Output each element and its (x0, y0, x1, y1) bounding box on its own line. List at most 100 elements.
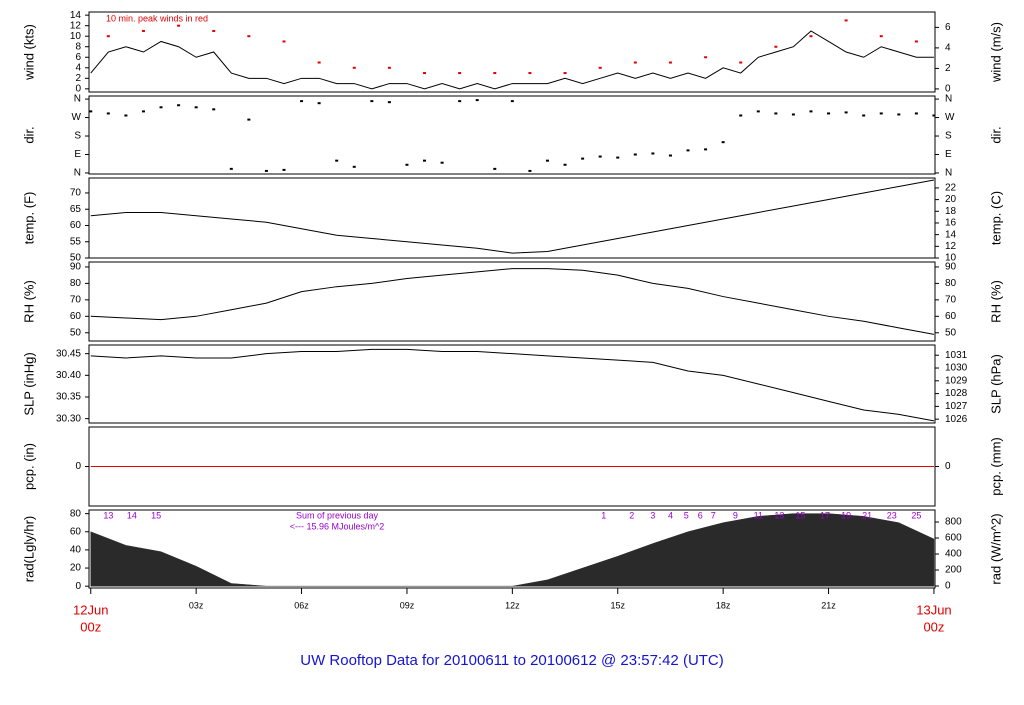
hour-mark: 25 (911, 510, 921, 520)
panel-frame (88, 95, 936, 175)
y2-tick-label: 1028 (945, 388, 968, 399)
y-tick-label: 0 (75, 461, 81, 472)
y2-tick-label: 200 (945, 565, 962, 576)
x-tick-label: 00z (80, 619, 101, 634)
y2-tick-label: 600 (945, 533, 962, 544)
y-axis-label: SLP (inHg) (21, 352, 36, 415)
data-point (704, 148, 708, 151)
data-point (668, 154, 672, 157)
data-point (827, 112, 831, 115)
data-point (194, 106, 198, 109)
panel-frame (88, 11, 936, 93)
data-point (651, 152, 655, 155)
y2-tick-label: 80 (945, 278, 957, 289)
x-tick-label: 21z (821, 600, 836, 610)
data-point (686, 149, 690, 152)
x-tick-label: 09z (400, 600, 415, 610)
y-tick-label: S (74, 131, 81, 142)
y2-tick-label: 90 (945, 262, 957, 273)
data-point (177, 104, 181, 107)
y2-tick-label: 60 (945, 311, 957, 322)
data-point (598, 66, 602, 69)
panel-frame (88, 344, 936, 424)
hour-mark: 9 (733, 510, 738, 520)
y-axis-label: dir. (21, 126, 36, 143)
y-tick-label: 80 (70, 278, 82, 289)
y-tick-label: 50 (70, 253, 82, 264)
data-point (370, 100, 374, 103)
y2-tick-label: S (945, 131, 952, 142)
data-point (774, 112, 778, 115)
y2-tick-label: W (945, 112, 955, 123)
data-point (212, 108, 216, 111)
data-point (352, 66, 356, 69)
data-point (493, 72, 497, 75)
y-axis-label: rad(Lgly/hr) (21, 516, 36, 582)
y-tick-label: 10 (70, 31, 82, 42)
y2-tick-label: N (945, 94, 952, 105)
y2-tick-label: 20 (945, 194, 957, 205)
data-point (282, 40, 286, 43)
data-point (809, 110, 813, 113)
x-tick-label: 03z (189, 600, 204, 610)
y-tick-label: 30.40 (56, 370, 81, 381)
y-tick-label: E (74, 149, 81, 160)
data-point (405, 163, 409, 166)
data-line (90, 348, 935, 422)
y2-axis-label: rad (W/m^2) (988, 513, 1003, 584)
y2-tick-label: 0 (945, 581, 951, 592)
data-point (633, 153, 637, 156)
y-tick-label: 80 (70, 508, 82, 519)
data-point (264, 169, 268, 172)
y2-axis-label: temp. (C) (988, 191, 1003, 245)
y-tick-label: 70 (70, 294, 82, 305)
y2-tick-label: 14 (945, 229, 957, 240)
y2-tick-label: 16 (945, 218, 957, 229)
panel-frame (88, 177, 936, 259)
panel-frame (88, 261, 936, 342)
data-point (317, 102, 321, 105)
y-tick-label: N (74, 168, 81, 179)
y2-tick-label: 400 (945, 549, 962, 560)
y-tick-label: 60 (70, 526, 82, 537)
data-point (475, 99, 479, 102)
y2-tick-label: 1026 (945, 414, 968, 425)
y2-tick-label: 6 (945, 22, 951, 33)
hour-mark: 13 (103, 510, 113, 520)
data-point (212, 29, 216, 32)
data-point (387, 101, 391, 104)
data-point (440, 161, 444, 164)
y2-tick-label: 0 (945, 84, 951, 95)
hour-mark: 21 (862, 510, 872, 520)
data-point (774, 45, 778, 48)
hour-mark: 13 (774, 510, 784, 520)
y-tick-label: 90 (70, 262, 82, 273)
data-point (897, 113, 901, 116)
data-line (90, 30, 934, 90)
y2-tick-label: E (945, 149, 952, 160)
data-point (914, 112, 918, 115)
data-point (791, 113, 795, 116)
data-point (598, 155, 602, 158)
data-point (668, 61, 672, 64)
x-tick-label: 00z (923, 619, 944, 634)
date-label: 13Jun (916, 602, 951, 617)
y2-tick-label: 0 (945, 461, 951, 472)
hour-mark: 15 (151, 510, 161, 520)
data-point (739, 114, 743, 117)
y-tick-label: 0 (75, 83, 81, 94)
data-point (862, 114, 866, 117)
y2-axis-label: RH (%) (988, 280, 1003, 323)
data-point (844, 19, 848, 22)
data-point (721, 141, 725, 144)
y2-tick-label: N (945, 168, 952, 179)
y2-tick-label: 22 (945, 183, 957, 194)
data-point (106, 112, 110, 115)
data-point (879, 112, 883, 115)
y2-tick-label: 1030 (945, 363, 968, 374)
data-point (177, 24, 181, 27)
y-tick-label: 50 (70, 327, 82, 338)
hour-mark: 3 (650, 510, 655, 520)
y-tick-label: 2 (75, 73, 81, 84)
